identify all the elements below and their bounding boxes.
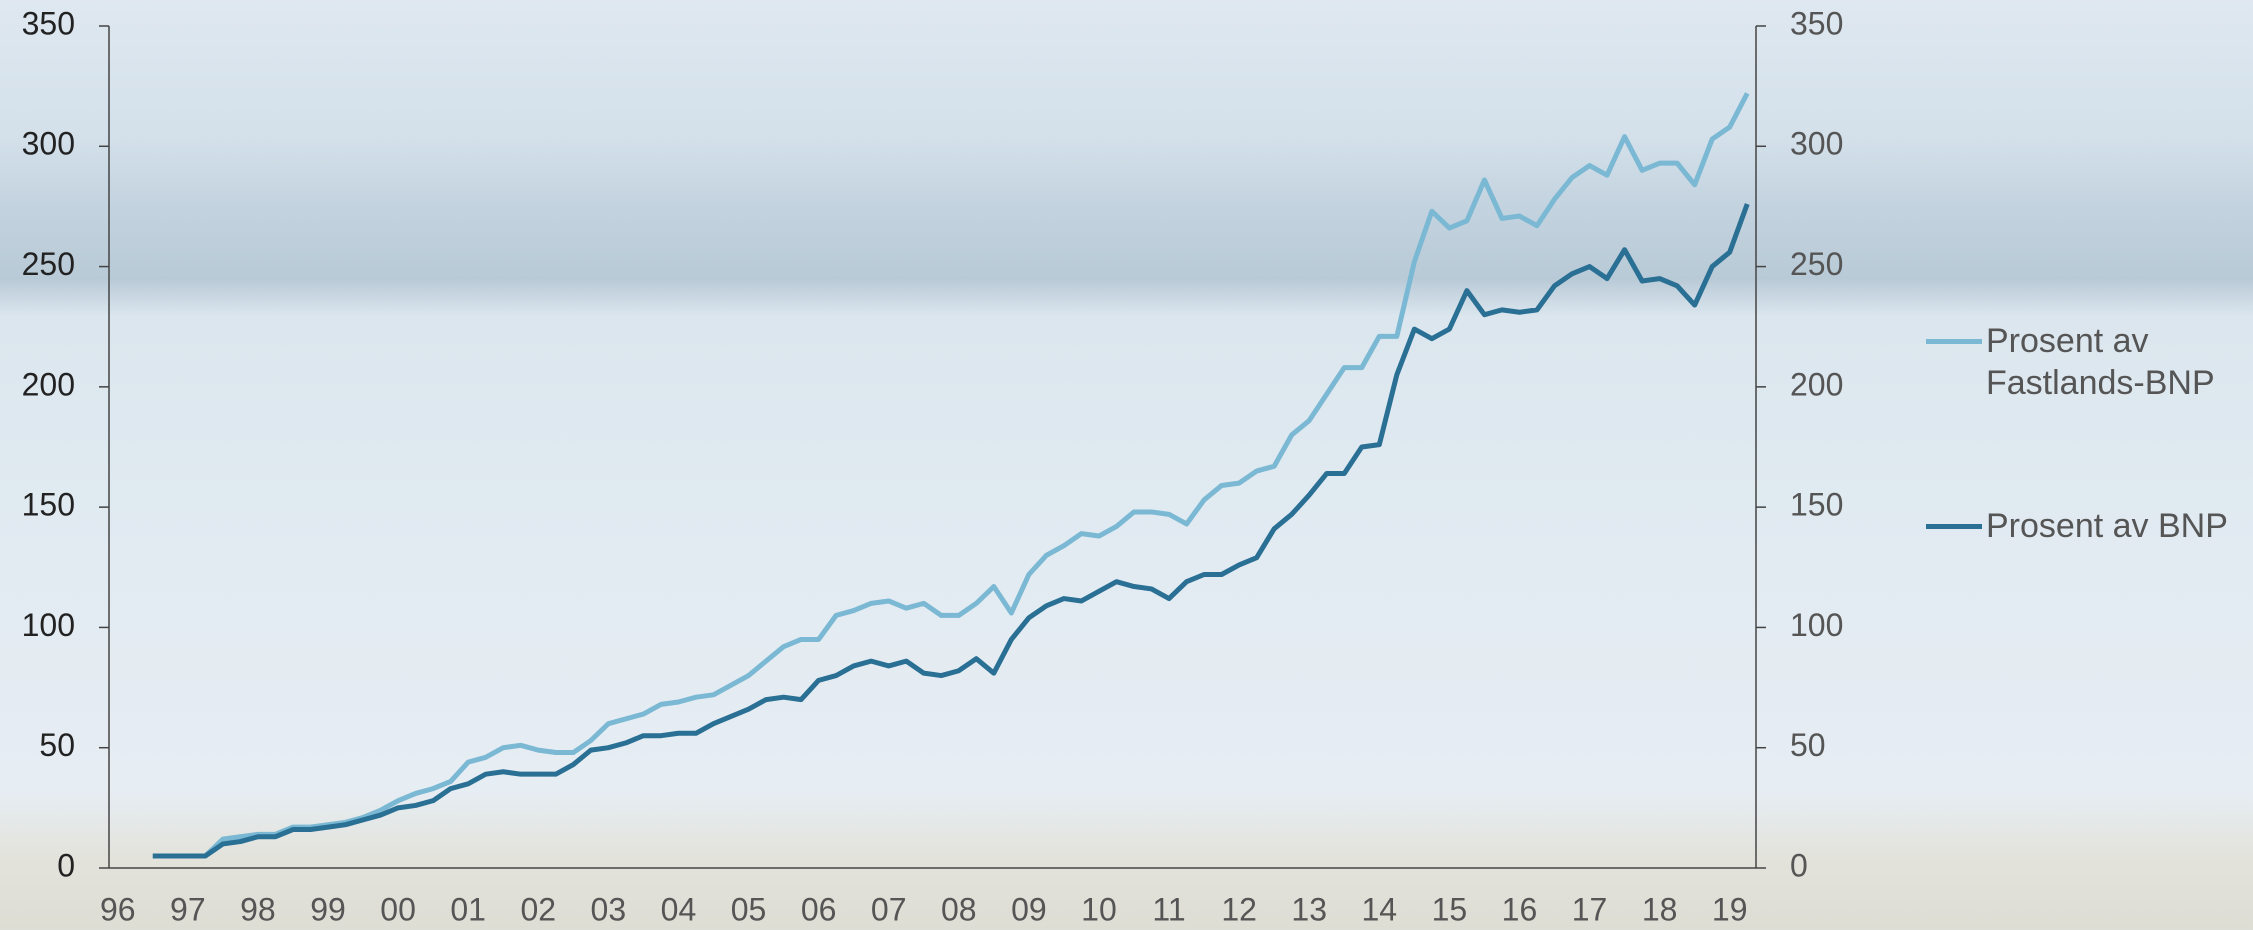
y-tick-label: 200 [22, 366, 75, 402]
x-tick-label: 06 [801, 891, 837, 927]
y2-tick-label: 100 [1790, 607, 1843, 643]
series-line [152, 92, 1750, 859]
x-tick-label: 11 [1152, 891, 1185, 927]
x-tick-label: 05 [731, 891, 767, 927]
y2-tick-label: 150 [1790, 487, 1843, 523]
legend-swatch [1926, 339, 1982, 344]
x-tick-label: 97 [170, 891, 206, 927]
y2-tick-label: 0 [1790, 847, 1808, 883]
x-tick-label: 13 [1291, 891, 1327, 927]
legend-item: Prosent av BNP [1926, 505, 2253, 547]
series-line [152, 203, 1750, 859]
x-tick-label: 12 [1221, 891, 1257, 927]
x-tick-label: 08 [941, 891, 977, 927]
legend-label: Prosent av Fastlands-BNP [1986, 322, 2215, 402]
y2-tick-label: 350 [1790, 5, 1843, 41]
y-tick-label: 100 [22, 607, 75, 643]
x-tick-label: 16 [1502, 891, 1538, 927]
x-tick-label: 00 [380, 891, 416, 927]
x-tick-label: 01 [450, 891, 486, 927]
y-tick-label: 250 [22, 246, 75, 282]
legend-label: Prosent av BNP [1986, 507, 2228, 545]
x-tick-label: 99 [310, 891, 346, 927]
y-tick-label: 0 [57, 847, 75, 883]
x-tick-label: 10 [1081, 891, 1117, 927]
x-tick-label: 04 [661, 891, 697, 927]
legend-item: Prosent av Fastlands-BNP [1926, 320, 2253, 404]
x-tick-label: 18 [1642, 891, 1678, 927]
x-tick-label: 19 [1712, 891, 1748, 927]
legend-swatch [1926, 524, 1982, 529]
x-tick-label: 02 [520, 891, 556, 927]
y-tick-label: 50 [39, 727, 75, 763]
x-tick-label: 03 [591, 891, 627, 927]
y-tick-label: 350 [22, 5, 75, 41]
y2-tick-label: 250 [1790, 246, 1843, 282]
x-tick-label: 14 [1361, 891, 1397, 927]
x-tick-label: 17 [1572, 891, 1608, 927]
x-tick-label: 96 [100, 891, 136, 927]
x-tick-label: 07 [871, 891, 907, 927]
y2-tick-label: 50 [1790, 727, 1826, 763]
y2-tick-label: 300 [1790, 126, 1843, 162]
x-tick-label: 98 [240, 891, 276, 927]
y2-tick-label: 200 [1790, 366, 1843, 402]
x-tick-label: 09 [1011, 891, 1047, 927]
y-tick-label: 300 [22, 126, 75, 162]
y-tick-label: 150 [22, 487, 75, 523]
x-tick-label: 15 [1432, 891, 1468, 927]
